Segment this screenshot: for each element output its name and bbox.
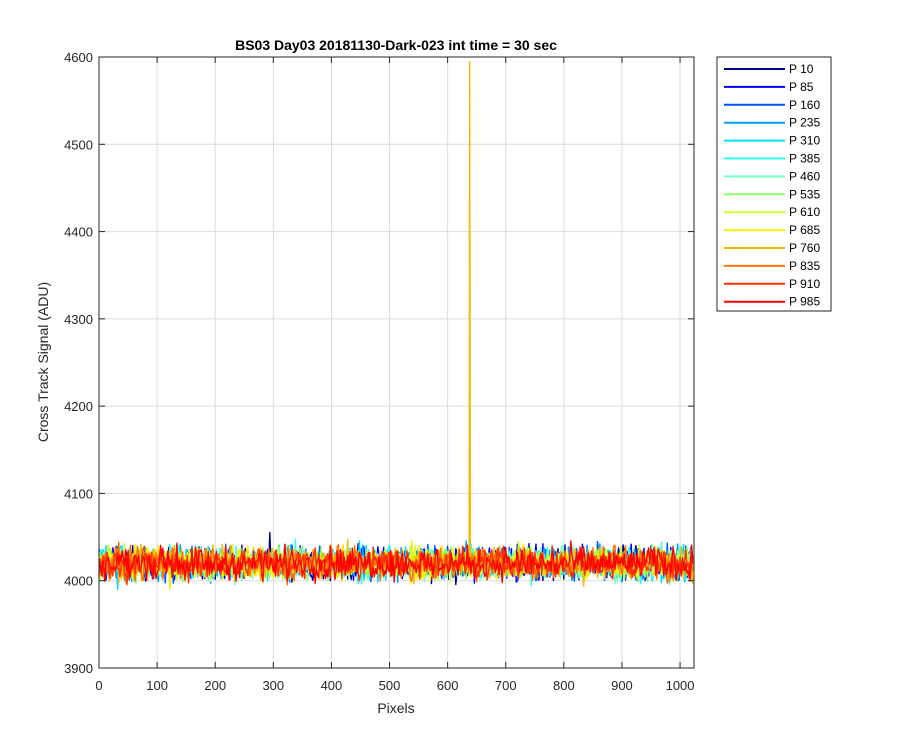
y-tick-label: 3900 bbox=[64, 661, 93, 676]
y-axis-label: Cross Track Signal (ADU) bbox=[35, 282, 51, 442]
x-tick-label: 100 bbox=[146, 678, 168, 693]
ticks: 0 100 200 300 400 500 600 700 800 900 1000 3900 4000… bbox=[64, 50, 694, 693]
chart-title: BS03 Day03 20181130-Dark-023 int time = … bbox=[235, 37, 557, 53]
y-tick-label: 4600 bbox=[64, 50, 93, 65]
legend-label: P 235 bbox=[789, 116, 820, 130]
legend-label: P 910 bbox=[789, 277, 820, 291]
y-tick-label: 4400 bbox=[64, 225, 93, 240]
x-tick-label: 200 bbox=[204, 678, 226, 693]
legend-label: P 835 bbox=[789, 259, 820, 273]
legend-label: P 10 bbox=[789, 62, 814, 76]
plot-frame bbox=[98, 56, 695, 669]
x-tick-label: 600 bbox=[437, 678, 459, 693]
x-axis-label: Pixels bbox=[377, 700, 414, 716]
y-tick-label: 4000 bbox=[64, 574, 93, 589]
x-tick-label: 800 bbox=[553, 678, 575, 693]
legend-label: P 685 bbox=[789, 223, 820, 237]
legend-label: P 310 bbox=[789, 134, 820, 148]
y-tick-label: 4500 bbox=[64, 137, 93, 152]
legend-label: P 460 bbox=[789, 169, 820, 183]
x-tick-label: 500 bbox=[379, 678, 401, 693]
legend-label: P 160 bbox=[789, 98, 820, 112]
x-tick-label: 300 bbox=[262, 678, 284, 693]
legend-label: P 85 bbox=[789, 80, 814, 94]
legend-box bbox=[716, 56, 832, 312]
legend-label: P 535 bbox=[789, 187, 820, 201]
series-line bbox=[98, 540, 694, 584]
x-tick-label: 0 bbox=[95, 678, 102, 693]
legend-label: P 760 bbox=[789, 241, 820, 255]
y-tick-label: 4100 bbox=[64, 486, 93, 501]
legend-label: P 385 bbox=[789, 152, 820, 166]
legend-label: P 610 bbox=[789, 205, 820, 219]
y-tick-label: 4200 bbox=[64, 399, 93, 414]
x-tick-label: 700 bbox=[495, 678, 517, 693]
x-tick-label: 400 bbox=[321, 678, 343, 693]
series-layer bbox=[98, 60, 694, 591]
legend-label: P 985 bbox=[789, 295, 820, 309]
x-tick-label: 1000 bbox=[666, 678, 695, 693]
legend: P 10 P 85 P 160 P 235 P 310 P 385 P 460 P 535 P … bbox=[716, 56, 832, 312]
y-tick-label: 4300 bbox=[64, 312, 93, 327]
x-tick-label: 900 bbox=[611, 678, 633, 693]
